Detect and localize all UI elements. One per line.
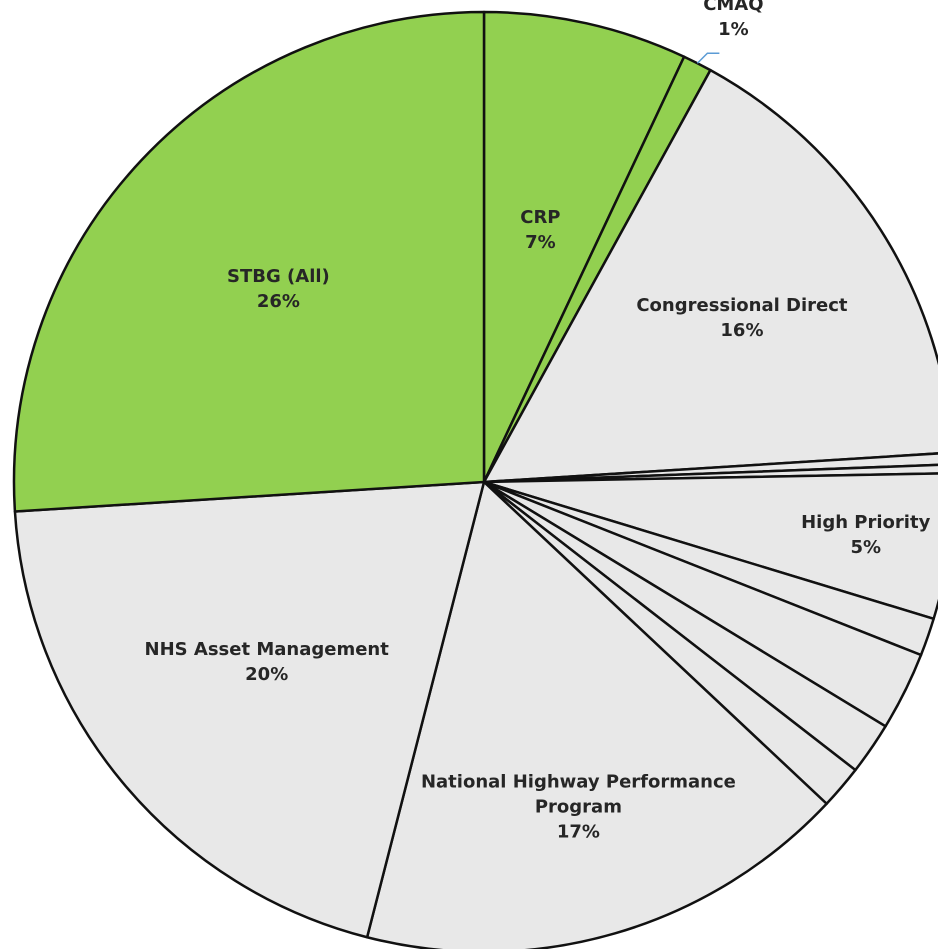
slice-label: High Priority 5%: [686, 510, 938, 560]
slice-name: STBG (All): [227, 265, 330, 287]
slice-value: 7%: [525, 231, 556, 253]
slice-label: National Highway Performance Program 17%: [398, 769, 758, 844]
slice-name: National Highway Performance Program: [420, 771, 736, 818]
pie-slice: [13, 480, 486, 939]
slice-label: STBG (All) 26%: [98, 264, 458, 314]
slice-value: 20%: [245, 663, 289, 685]
pie-slice: [12, 10, 486, 513]
slice-name: NHS Asset Management: [144, 638, 389, 660]
slice-name: Congressional Direct: [636, 295, 848, 317]
slice-name: CMAQ: [703, 0, 764, 16]
slice-label: CMAQ 1%: [553, 0, 913, 42]
slice-label: Congressional Direct 16%: [562, 293, 922, 343]
slice-value: 17%: [556, 821, 600, 843]
pie-slice: [365, 480, 828, 949]
slice-label: CRP 7%: [360, 205, 720, 255]
leader-line: [696, 52, 720, 64]
slice-value: 5%: [850, 537, 881, 559]
slice-name: High Priority: [801, 512, 931, 534]
slice-value: 26%: [256, 290, 300, 312]
pie-slice: [482, 10, 686, 484]
pie-slice: [482, 68, 938, 484]
slice-value: 1%: [718, 19, 749, 41]
slice-value: 16%: [720, 320, 764, 342]
pie-slice: [482, 463, 938, 484]
slice-label: NHS Asset Management 20%: [87, 637, 447, 687]
pie-slice: [482, 472, 938, 621]
slice-name: CRP: [520, 206, 561, 228]
